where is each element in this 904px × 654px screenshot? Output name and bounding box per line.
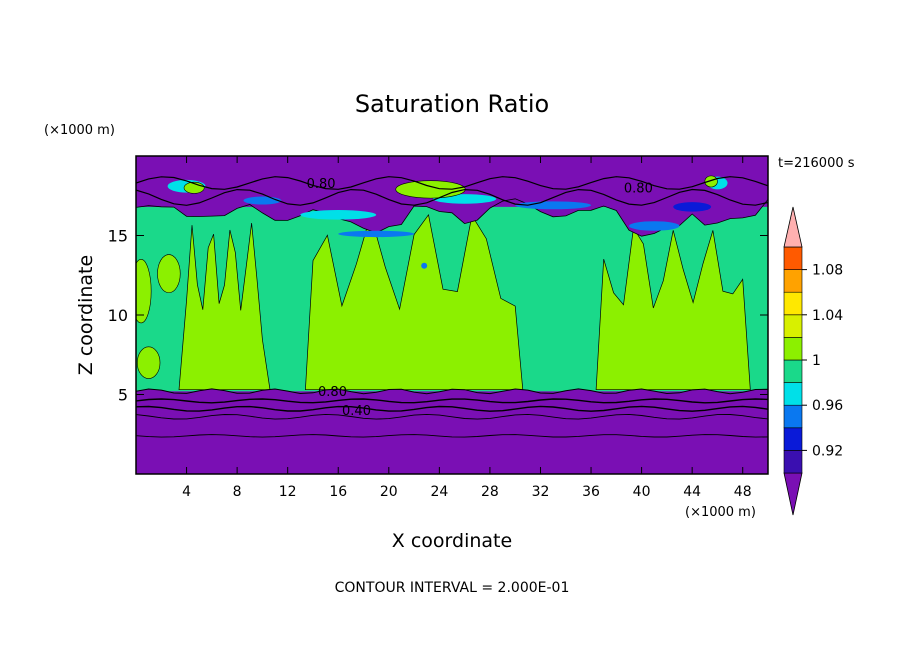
colorbar-segment <box>783 404 803 429</box>
moist-filament <box>300 210 377 220</box>
x-tick-label: 48 <box>734 484 752 500</box>
x-tick-label: 8 <box>233 484 242 500</box>
supersaturated-plume <box>595 226 751 391</box>
contour-line <box>136 188 768 206</box>
contour-line <box>136 398 768 404</box>
contour-label: 0.80 <box>624 182 653 197</box>
x-tick-label: 28 <box>481 484 499 500</box>
colorbar-tick-label: 0.92 <box>812 443 843 459</box>
time-label: t=216000 s <box>778 156 855 171</box>
y-axis-title: Z coordinate <box>75 255 97 375</box>
plume-fragment <box>157 254 181 294</box>
colorbar-tick-label: 1.04 <box>812 308 843 324</box>
colorbar-segment <box>783 246 803 270</box>
moist-filament <box>338 230 415 238</box>
x-unit-label: (×1000 m) <box>685 505 756 520</box>
contour-label: 0.40 <box>342 404 371 419</box>
y-tick-label: 5 <box>118 386 128 405</box>
upper-plume <box>395 180 466 199</box>
x-tick-label: 44 <box>683 484 701 500</box>
x-tick-label: 36 <box>582 484 600 500</box>
footer-text: CONTOUR INTERVAL = 2.000E-01 <box>335 580 570 596</box>
y-ticks: 5 10 15 <box>108 227 768 405</box>
y-tick-label: 15 <box>108 227 128 246</box>
x-tick-label: 12 <box>279 484 297 500</box>
y-tick-label: 10 <box>108 306 128 325</box>
contour-line <box>136 176 768 190</box>
contour-line <box>136 405 768 412</box>
contour-line <box>136 413 768 420</box>
colorbar-segment <box>783 337 803 361</box>
supersaturated-plume <box>178 222 271 391</box>
colorbar-segment <box>783 291 803 316</box>
moist-filament <box>628 221 680 231</box>
colorbar-tick-label: 1 <box>812 353 821 369</box>
contour-labels: 0.80 0.80 0.80 0.40 <box>307 177 653 419</box>
colorbar-over-arrow <box>783 206 803 248</box>
colorbar-segment <box>783 450 803 474</box>
colorbar-segment <box>783 269 803 293</box>
moist-filament <box>243 196 282 205</box>
plume-fragment <box>136 346 161 379</box>
supersaturated-plume <box>305 213 524 391</box>
y-unit-label: (×1000 m) <box>44 123 115 138</box>
x-ticks: 4 8 12 16 20 24 28 32 36 40 44 48 <box>182 156 752 500</box>
x-tick-label: 20 <box>380 484 398 500</box>
x-tick-label: 4 <box>182 484 191 500</box>
upper-plume <box>704 175 718 188</box>
x-axis-title: X coordinate <box>392 530 512 552</box>
plume-fragment <box>136 259 152 324</box>
moist-filament <box>515 201 592 210</box>
heatmap-field <box>136 156 768 474</box>
contour-label: 0.80 <box>307 177 336 192</box>
contour-line <box>136 434 768 438</box>
colorbar: 0.92 0.96 1 1.04 1.08 <box>783 206 843 516</box>
colorbar-segment <box>783 359 803 383</box>
chart-title: Saturation Ratio <box>355 90 549 118</box>
x-tick-label: 32 <box>532 484 550 500</box>
colorbar-tick-label: 1.08 <box>812 263 843 279</box>
x-tick-label: 24 <box>430 484 448 500</box>
colorbar-tick-label: 0.96 <box>812 398 843 414</box>
colorbar-segment <box>783 382 803 406</box>
moist-filament <box>673 202 712 212</box>
colorbar-segment <box>783 314 803 338</box>
moist-dot <box>421 262 428 269</box>
contour-label: 0.80 <box>318 385 347 400</box>
x-tick-label: 16 <box>329 484 347 500</box>
colorbar-under-arrow <box>783 472 803 516</box>
x-tick-label: 40 <box>633 484 651 500</box>
colorbar-segment <box>783 427 803 451</box>
